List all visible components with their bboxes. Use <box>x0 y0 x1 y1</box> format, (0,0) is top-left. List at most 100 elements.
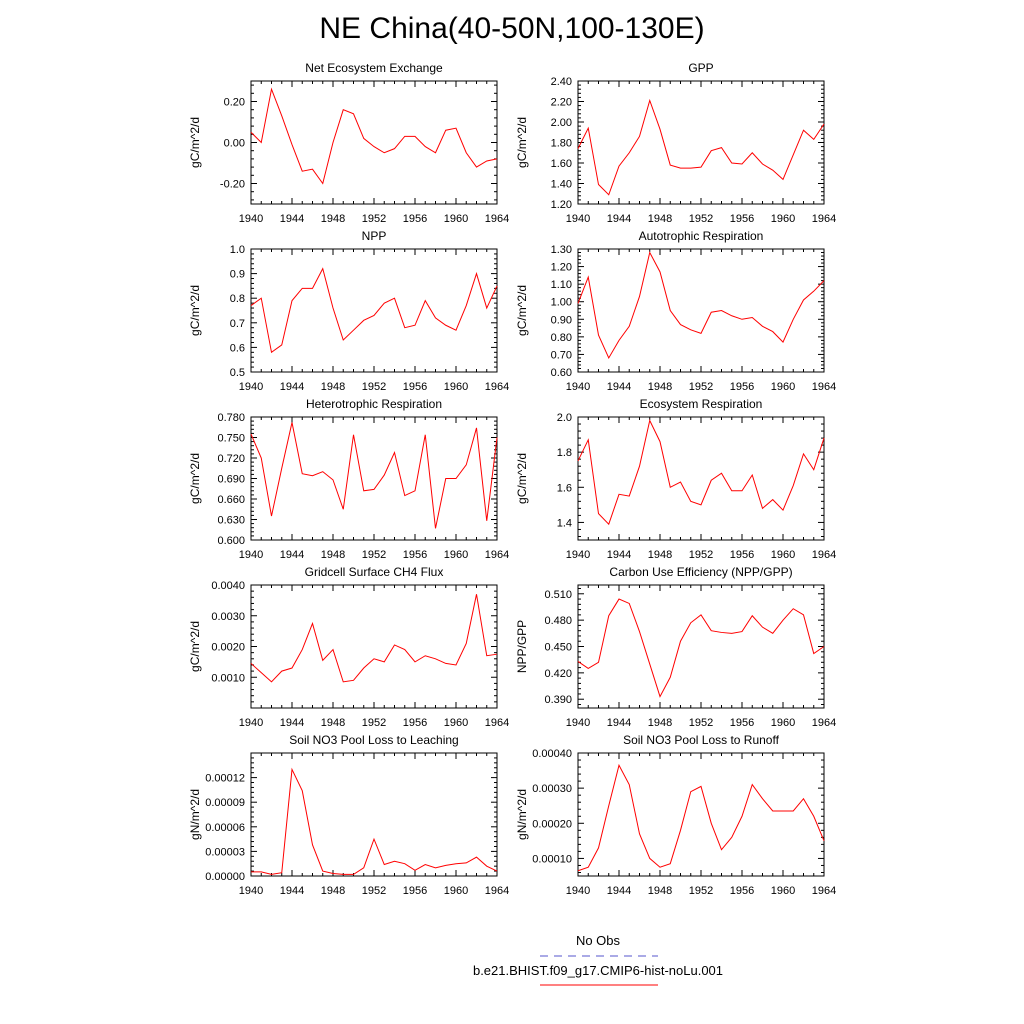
y-tick-label: 1.0 <box>230 244 245 256</box>
x-tick-label: 1940 <box>239 381 263 393</box>
x-tick-label: 1940 <box>566 213 590 225</box>
y-tick-label: 1.80 <box>551 138 572 150</box>
chart-title: Net Ecosystem Exchange <box>305 61 443 75</box>
x-tick-label: 1952 <box>689 885 713 897</box>
x-tick-label: 1940 <box>566 381 590 393</box>
y-tick-label: 0.720 <box>217 453 245 465</box>
x-tick-label: 1956 <box>403 717 427 729</box>
x-tick-label: 1964 <box>485 549 509 561</box>
x-tick-label: 1960 <box>444 381 468 393</box>
chart-title: GPP <box>688 61 713 75</box>
chart-title: Heterotrophic Respiration <box>306 397 442 411</box>
x-tick-label: 1956 <box>730 381 754 393</box>
x-tick-label: 1944 <box>280 717 304 729</box>
chart-panel-6: Ecosystem Respiration gC/m^2/d 1940 1944 194… <box>515 397 836 561</box>
x-tick-label: 1964 <box>812 381 836 393</box>
x-tick-label: 1960 <box>444 717 468 729</box>
plot-frame <box>577 248 825 373</box>
y-tick-label: 2.00 <box>551 117 572 129</box>
plot-frame <box>250 80 498 205</box>
y-tick-label: 0.510 <box>544 589 572 601</box>
y-tick-label: 0.70 <box>551 349 572 361</box>
series-line <box>577 598 825 698</box>
x-tick-label: 1956 <box>730 549 754 561</box>
y-tick-label: 0.00009 <box>205 797 245 809</box>
chart-panel-9: Soil NO3 Pool Loss to Leaching gN/m^2/d 19… <box>188 733 509 897</box>
y-tick-label: 0.90 <box>551 314 572 326</box>
y-tick-label: 0.00012 <box>205 773 245 785</box>
y-tick-label: 0.9 <box>230 269 245 281</box>
chart-panel-7: Gridcell Surface CH4 Flux gC/m^2/d 1940 194… <box>188 565 509 729</box>
plot-frame <box>250 416 498 541</box>
x-tick-label: 1948 <box>321 381 345 393</box>
x-tick-label: 1956 <box>730 885 754 897</box>
series-line <box>250 422 498 529</box>
x-tick-label: 1944 <box>607 717 631 729</box>
x-tick-label: 1948 <box>648 885 672 897</box>
y-axis-label: gN/m^2/d <box>515 789 529 840</box>
y-axis-label: gC/m^2/d <box>188 285 202 336</box>
x-tick-label: 1948 <box>648 213 672 225</box>
x-tick-label: 1952 <box>689 549 713 561</box>
chart-title: Autotrophic Respiration <box>639 229 764 243</box>
y-tick-label: 0.80 <box>551 332 572 344</box>
y-tick-label: 0.390 <box>544 694 572 706</box>
y-tick-label: 0.00020 <box>532 818 572 830</box>
y-axis-label: gC/m^2/d <box>515 117 529 168</box>
chart-panel-8: Carbon Use Efficiency (NPP/GPP) NPP/GPP 19… <box>515 565 836 729</box>
chart-panel-5: Heterotrophic Respiration gC/m^2/d 1940 194… <box>188 397 509 561</box>
legend-label-model: b.e21.BHIST.f09_g17.CMIP6-hist-noLu.001 <box>472 963 724 978</box>
y-tick-label: 0.450 <box>544 642 572 654</box>
y-tick-label: 0.20 <box>224 97 245 109</box>
y-tick-label: 0.420 <box>544 668 572 680</box>
x-tick-label: 1960 <box>771 381 795 393</box>
x-tick-label: 1944 <box>607 381 631 393</box>
y-axis-label: gC/m^2/d <box>515 453 529 504</box>
chart-panel-2: GPP gC/m^2/d 1940 1944 1948 1952 1956 1960 1964 1… <box>515 61 836 225</box>
y-tick-label: 1.20 <box>551 262 572 274</box>
y-tick-label: 0.690 <box>217 474 245 486</box>
y-tick-label: 2.40 <box>551 76 572 88</box>
x-tick-label: 1940 <box>239 549 263 561</box>
x-tick-label: 1948 <box>648 717 672 729</box>
y-tick-label: 0.0040 <box>211 580 245 592</box>
y-axis-label: gN/m^2/d <box>188 789 202 840</box>
x-tick-label: 1964 <box>812 885 836 897</box>
chart-panel-4: Autotrophic Respiration gC/m^2/d 1940 1944 1… <box>515 229 836 393</box>
y-tick-label: 0.0020 <box>211 642 245 654</box>
chart-title: NPP <box>362 229 387 243</box>
y-tick-label: 1.00 <box>551 297 572 309</box>
y-tick-label: 0.480 <box>544 615 572 627</box>
x-tick-label: 1952 <box>689 717 713 729</box>
x-tick-label: 1948 <box>321 213 345 225</box>
y-tick-label: 1.60 <box>551 158 572 170</box>
x-tick-label: 1948 <box>648 549 672 561</box>
y-tick-label: 0.750 <box>217 433 245 445</box>
y-tick-label: 1.6 <box>557 482 572 494</box>
x-tick-label: 1940 <box>239 885 263 897</box>
x-tick-label: 1948 <box>321 885 345 897</box>
y-tick-label: 0.600 <box>217 535 245 547</box>
chart-panel-1: Net Ecosystem Exchange gC/m^2/d 1940 1944 19… <box>188 61 509 225</box>
y-tick-label: 1.40 <box>551 179 572 191</box>
y-tick-label: 1.20 <box>551 199 572 211</box>
y-tick-label: 0.00006 <box>205 822 245 834</box>
x-tick-label: 1944 <box>607 549 631 561</box>
y-tick-label: 2.0 <box>557 412 572 424</box>
y-tick-label: 0.6 <box>230 342 245 354</box>
chart-panel-10: Soil NO3 Pool Loss to Runoff gN/m^2/d 1940… <box>515 733 836 897</box>
plot-frame <box>250 584 498 709</box>
y-tick-label: 1.8 <box>557 447 572 459</box>
y-tick-label: 0.5 <box>230 367 245 379</box>
chart-panel-3: NPP gC/m^2/d 1940 1944 1948 1952 1956 1960 1964 0… <box>188 229 509 393</box>
x-tick-label: 1964 <box>485 381 509 393</box>
x-tick-label: 1956 <box>403 885 427 897</box>
legend-label-obs: No Obs <box>575 933 621 948</box>
y-axis-label: NPP/GPP <box>515 620 529 673</box>
series-line <box>250 267 498 354</box>
y-axis-label: gC/m^2/d <box>515 285 529 336</box>
x-tick-label: 1956 <box>403 213 427 225</box>
plot-frame <box>250 248 498 373</box>
x-tick-label: 1956 <box>403 381 427 393</box>
